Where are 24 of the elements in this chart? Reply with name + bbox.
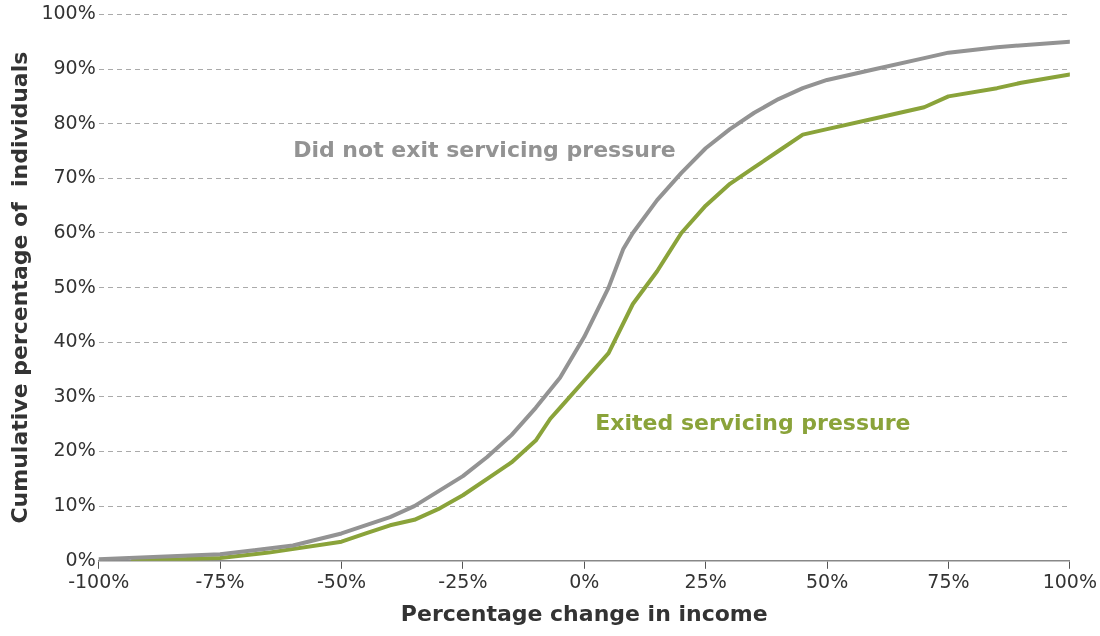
y-tick-label: 100% [41, 1, 96, 24]
x-tick-label: 75% [927, 570, 970, 593]
y-tick-label: 60% [53, 219, 96, 242]
x-tick-label: 50% [805, 570, 849, 593]
y-tick-label: 0% [65, 547, 96, 570]
series-label: Exited servicing pressure [595, 409, 911, 435]
y-tick-label: 90% [53, 55, 96, 78]
x-axis-title: Percentage change in income [400, 600, 768, 626]
y-tick-label: 40% [53, 329, 96, 352]
y-tick-label: 10% [53, 493, 96, 516]
y-axis-title: Cumulative percentage of individuals [6, 51, 32, 524]
y-tick-label: 80% [53, 110, 96, 133]
x-tick-label: 0% [569, 570, 600, 593]
y-tick-label: 50% [53, 274, 96, 297]
y-tick-label: 20% [53, 438, 96, 461]
x-tick-label: 25% [684, 570, 727, 593]
y-tick-label: 30% [53, 383, 96, 406]
x-tick-label: -75% [195, 570, 245, 593]
x-tick-label: -25% [438, 570, 488, 593]
y-tick-label: 70% [53, 165, 96, 188]
x-tick-label: 100% [1042, 570, 1097, 593]
series-label: Did not exit servicing pressure [293, 136, 676, 162]
x-tick-label: -50% [316, 570, 367, 593]
x-tick-label: -100% [68, 570, 130, 593]
